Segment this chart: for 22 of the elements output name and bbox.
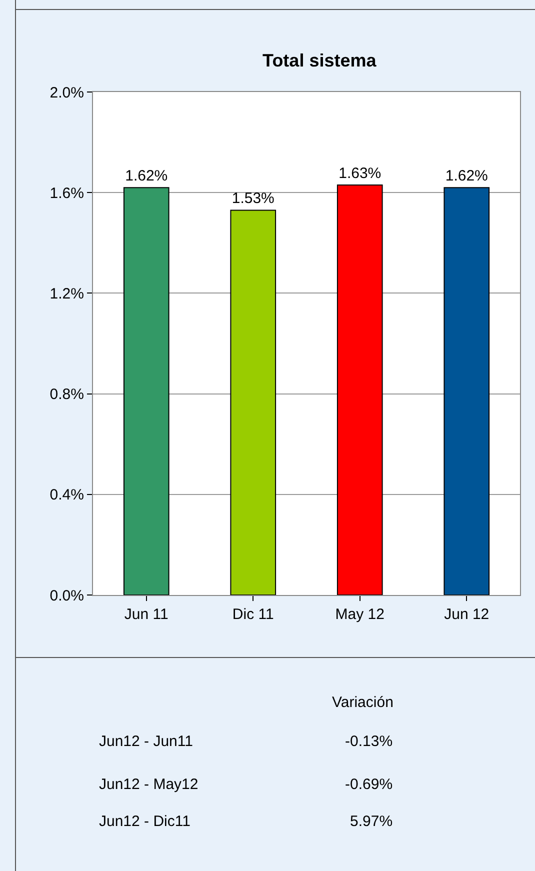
data-label: 1.63% — [338, 165, 382, 182]
text: Jun12 - Dic11 — [99, 813, 190, 830]
x-tick-label: May 12 — [335, 606, 384, 623]
y-tick-label: 2.0% — [50, 84, 84, 102]
y-tick-label: 0.8% — [50, 386, 84, 404]
x-tick-label: Jun 12 — [444, 606, 490, 623]
text: Jun12 - May12 — [99, 776, 198, 793]
text: Jun12 - Jun11 — [99, 733, 193, 750]
text: 5.97% — [350, 813, 393, 830]
y-tick-label: 0.0% — [50, 587, 84, 604]
x-tick-label: Dic 11 — [232, 606, 274, 623]
data-label: 1.62% — [445, 168, 488, 185]
y-tick-label: 1.2% — [50, 285, 84, 302]
y-tick-label: 0.4% — [50, 486, 84, 504]
text: -0.13% — [345, 733, 393, 750]
y-tick-label: 1.6% — [50, 184, 84, 202]
x-tick-label: Jun 11 — [124, 606, 168, 623]
text: -0.69% — [345, 776, 393, 793]
data-label: 1.53% — [232, 190, 274, 208]
text: Variación — [332, 694, 394, 711]
chart-title: Total sistema — [262, 50, 378, 70]
data-label: 1.62% — [125, 168, 168, 185]
